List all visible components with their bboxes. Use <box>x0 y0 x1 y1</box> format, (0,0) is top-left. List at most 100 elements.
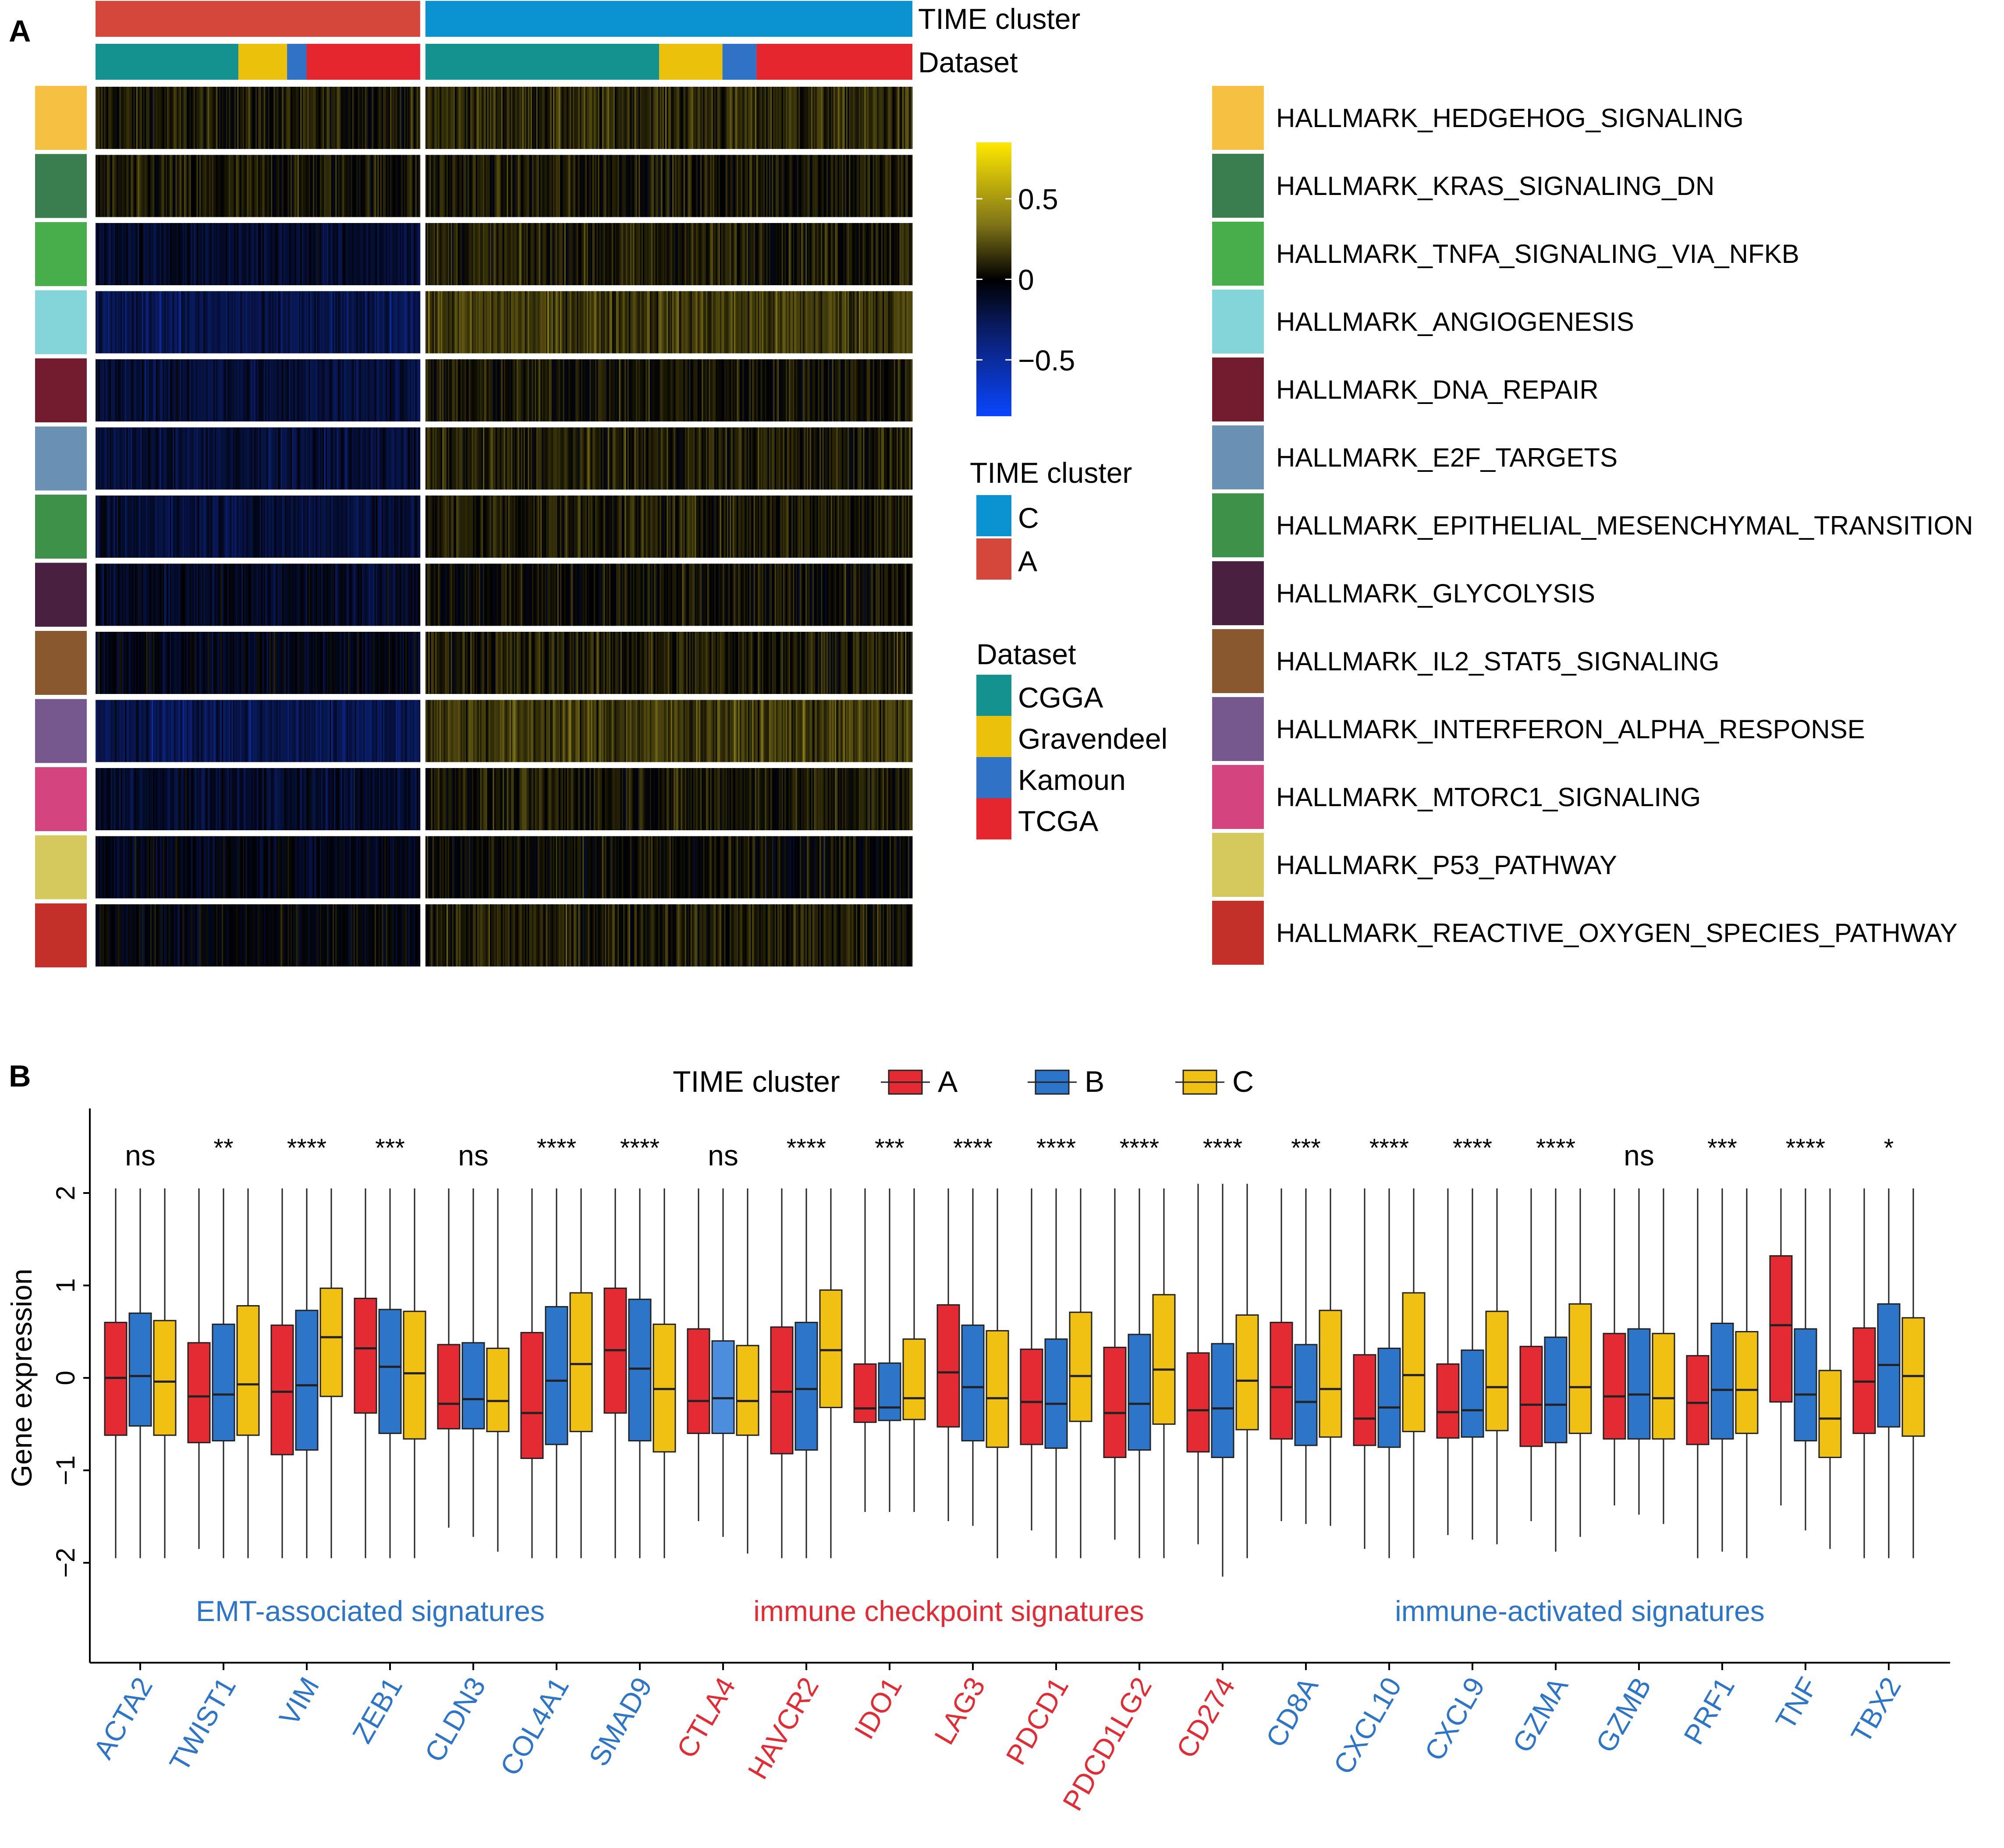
heatmap-cell <box>568 427 570 490</box>
heatmap-cell <box>379 223 380 285</box>
heatmap-cell <box>480 359 482 421</box>
heatmap-cell <box>724 223 726 285</box>
heatmap-cell <box>539 496 541 558</box>
heatmap-cell <box>265 563 267 626</box>
heatmap-cell <box>758 496 759 558</box>
heatmap-cell <box>610 427 612 490</box>
heatmap-cell <box>870 87 872 149</box>
heatmap-cell <box>689 563 691 626</box>
heatmap-cell <box>278 632 280 694</box>
heatmap-cell <box>215 223 216 285</box>
heatmap-cell <box>266 223 268 285</box>
heatmap-cell <box>337 87 338 149</box>
heatmap-cell <box>516 291 518 354</box>
heatmap-cell <box>530 155 532 217</box>
heatmap-cell <box>348 155 350 217</box>
heatmap-cell <box>419 155 421 217</box>
heatmap-cell <box>853 496 855 558</box>
heatmap-cell <box>535 563 536 626</box>
heatmap-cell <box>748 359 750 421</box>
heatmap-cell <box>177 427 179 490</box>
heatmap-cell <box>776 496 778 558</box>
heatmap-cell <box>816 223 819 285</box>
heatmap-cell <box>669 223 671 285</box>
heatmap-cell <box>596 496 598 558</box>
heatmap-cell <box>697 496 699 558</box>
heatmap-cell <box>755 291 757 354</box>
heatmap-cell <box>217 496 219 558</box>
heatmap-cell <box>628 359 631 421</box>
heatmap-cell <box>216 155 218 217</box>
heatmap-cell <box>713 155 715 217</box>
heatmap-cell <box>742 563 744 626</box>
heatmap-cell <box>665 496 667 558</box>
heatmap-cell <box>899 427 901 490</box>
heatmap-cell <box>405 632 407 694</box>
heatmap-cell <box>168 632 170 694</box>
heatmap-cell <box>316 291 317 354</box>
heatmap-cell <box>725 496 727 558</box>
heatmap-cell <box>203 632 205 694</box>
heatmap-cell <box>316 155 317 217</box>
heatmap-cell <box>745 291 747 354</box>
heatmap-cell <box>512 632 514 694</box>
heatmap-cell <box>484 359 486 421</box>
heatmap-cell <box>456 563 458 626</box>
heatmap-cell <box>467 496 469 558</box>
heatmap-cell <box>862 87 863 149</box>
heatmap-cell <box>787 563 789 626</box>
heatmap-cell <box>572 496 575 558</box>
heatmap-cell <box>556 427 557 490</box>
heatmap-cell <box>443 291 445 354</box>
heatmap-cell <box>331 427 333 490</box>
heatmap-cell <box>864 359 866 421</box>
heatmap-cell <box>755 155 757 217</box>
heatmap-cell <box>585 155 587 217</box>
heatmap-cell <box>390 563 392 626</box>
heatmap-cell <box>272 563 274 626</box>
heatmap-cell <box>637 291 639 354</box>
heatmap-cell <box>502 563 504 626</box>
heatmap-cell <box>730 155 731 217</box>
heatmap-cell <box>414 87 415 149</box>
heatmap-cell <box>791 359 793 421</box>
heatmap-cell <box>453 359 455 421</box>
heatmap-cell <box>366 223 368 285</box>
heatmap-cell <box>779 87 780 149</box>
heatmap-cell <box>878 427 880 490</box>
heatmap-cell <box>739 496 741 558</box>
heatmap-cell <box>756 359 758 421</box>
heatmap-cell <box>626 87 628 149</box>
heatmap-cell <box>487 291 489 354</box>
heatmap-cell <box>607 155 610 217</box>
heatmap-cell <box>236 223 238 285</box>
heatmap-cell <box>876 563 877 626</box>
heatmap-cell <box>564 563 566 626</box>
heatmap-cell <box>224 496 226 558</box>
heatmap-cell <box>528 87 529 149</box>
heatmap-cell <box>911 496 912 558</box>
heatmap-cell <box>466 223 468 285</box>
heatmap-cell <box>781 496 784 558</box>
heatmap-cell <box>760 223 763 285</box>
heatmap-cell <box>352 87 354 149</box>
heatmap-cell <box>563 223 564 285</box>
heatmap-cell <box>848 223 849 285</box>
heatmap-cell <box>272 223 274 285</box>
heatmap-cell <box>904 563 905 626</box>
heatmap-cell <box>646 155 647 217</box>
heatmap-cell <box>149 427 151 490</box>
heatmap-cell <box>842 155 844 217</box>
heatmap-cell <box>828 496 830 558</box>
heatmap-cell <box>553 291 555 354</box>
heatmap-cell <box>432 427 434 490</box>
heatmap-cell <box>589 563 591 626</box>
heatmap-cell <box>332 87 334 149</box>
heatmap-cell <box>119 223 121 285</box>
heatmap-cell <box>509 632 511 694</box>
heatmap-cell <box>201 359 202 421</box>
heatmap-cell <box>755 359 757 421</box>
heatmap-cell <box>651 427 653 490</box>
heatmap-cell <box>589 359 591 421</box>
heatmap-cell <box>313 427 315 490</box>
